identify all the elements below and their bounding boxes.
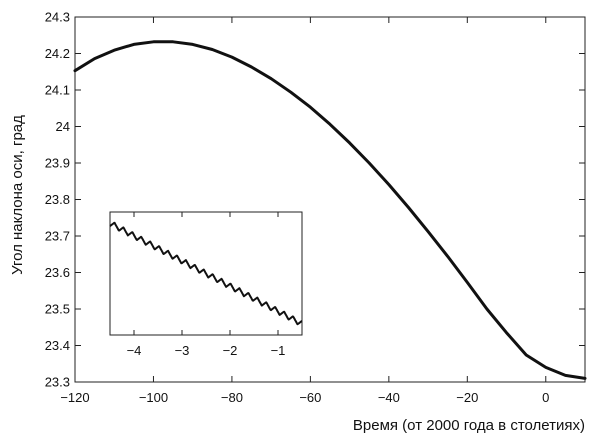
inset-x-tick-label: −1 — [271, 343, 286, 358]
y-tick-label: 24.1 — [45, 83, 70, 98]
x-tick-label: −60 — [299, 390, 321, 405]
x-tick-label: −100 — [139, 390, 168, 405]
inset-plot: −4 −3 −2 −1 — [109, 211, 303, 358]
main-plot: −120 −100 −80 −60 −40 −20 0 23.3 23.4 23.5 23.6 23.… — [45, 10, 587, 405]
y-tick-label: 23.9 — [45, 156, 70, 171]
inset-series-line — [109, 221, 303, 326]
y-tick-label: 23.4 — [45, 338, 70, 353]
y-tick-label: 23.8 — [45, 192, 70, 207]
inset-x-tick-label: −3 — [175, 343, 190, 358]
inset-x-tick-label: −2 — [223, 343, 238, 358]
y-tick-label: 23.5 — [45, 302, 70, 317]
y-tick-label: 23.6 — [45, 265, 70, 280]
obliquity-series-line — [73, 40, 587, 380]
x-tick-label: −80 — [221, 390, 243, 405]
y-tick-label: 24 — [56, 119, 70, 134]
x-tick-label: −20 — [456, 390, 478, 405]
x-tick-label: −40 — [378, 390, 400, 405]
y-axis-title: Угол наклона оси, град — [9, 115, 26, 275]
y-tick-label: 24.3 — [45, 10, 70, 25]
x-tick-label: −120 — [60, 390, 89, 405]
y-tick-label: 23.7 — [45, 229, 70, 244]
x-tick-label: 0 — [542, 390, 549, 405]
inset-x-tick-label: −4 — [127, 343, 142, 358]
y-tick-label: 23.3 — [45, 375, 70, 390]
x-axis-title: Время (от 2000 года в столетиях) — [353, 417, 585, 434]
y-tick-label: 24.2 — [45, 46, 70, 61]
